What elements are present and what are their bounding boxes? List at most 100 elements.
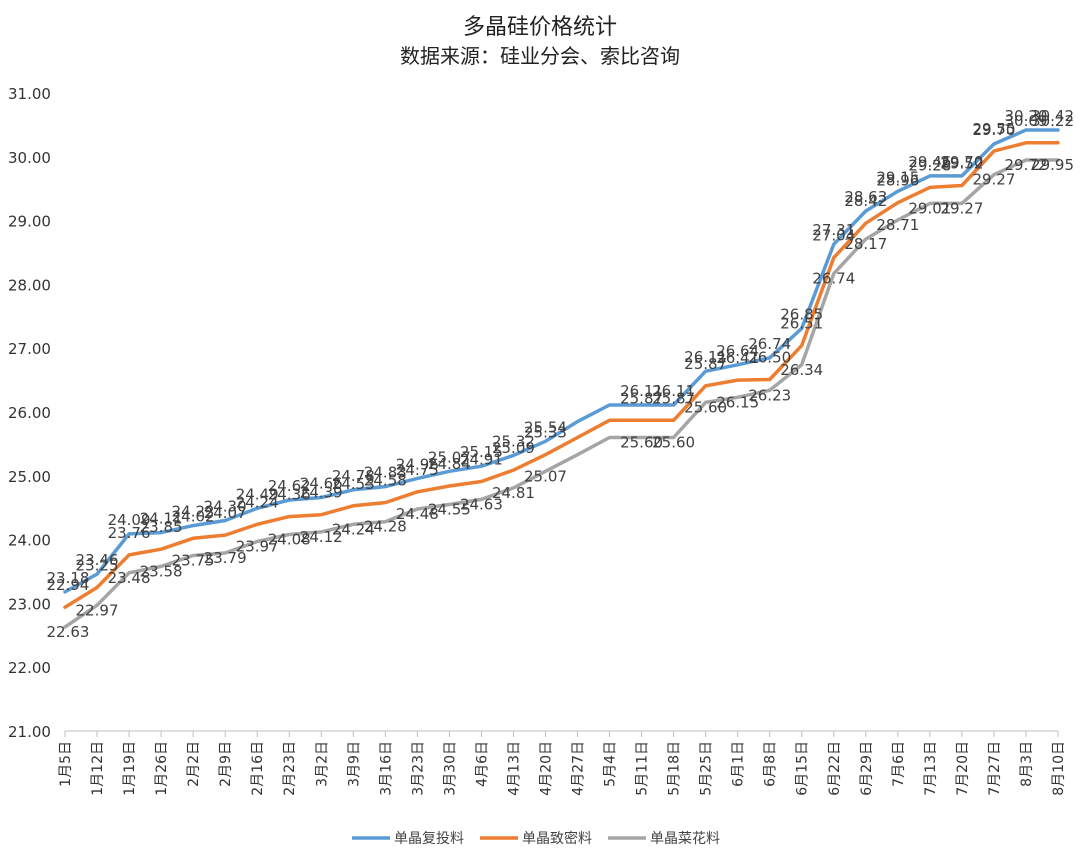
x-tick-label: 6月29日 [859, 741, 875, 796]
data-label: 30.22 [1031, 112, 1074, 130]
x-tick-label: 7月6日 [891, 741, 907, 787]
data-label: 24.22 [172, 503, 215, 521]
chart-title: 多晶硅价格统计 [463, 15, 617, 40]
x-tick-label: 6月22日 [827, 741, 843, 796]
x-tick-label: 6月8日 [763, 741, 779, 787]
data-label: 24.48 [396, 505, 439, 523]
legend-label-3: 单晶菜花料 [650, 831, 720, 847]
x-tick-label: 3月16日 [378, 741, 394, 796]
data-label: 24.55 [428, 501, 471, 519]
data-label: 29.46 [908, 153, 951, 171]
legend-label-1: 单晶复投料 [394, 830, 464, 847]
y-tick-label: 23.00 [8, 595, 51, 613]
data-label: 26.23 [748, 386, 791, 404]
x-tick-label: 7月27日 [987, 741, 1003, 796]
data-label: 25.87 [684, 355, 727, 373]
data-label: 24.66 [300, 474, 343, 492]
data-label: 24.84 [428, 455, 471, 473]
data-label: 26.15 [716, 393, 759, 411]
x-tick-label: 5月25日 [699, 741, 715, 796]
legend-label-2: 单晶致密料 [522, 830, 592, 847]
data-label: 24.96 [396, 455, 439, 473]
x-tick-label: 2月9日 [218, 741, 234, 787]
data-label: 24.02 [172, 507, 215, 525]
x-tick-label: 3月9日 [346, 741, 362, 787]
data-label: 29.95 [1031, 156, 1074, 174]
data-label: 29.72 [1004, 156, 1047, 174]
data-label: 26.11 [652, 382, 695, 400]
data-label: 28.42 [844, 192, 887, 210]
y-tick-label: 31.00 [8, 85, 51, 103]
data-label: 29.70 [972, 121, 1015, 139]
data-label: 26.50 [748, 348, 791, 366]
x-tick-label: 7月20日 [955, 741, 971, 796]
data-label: 26.11 [684, 348, 727, 366]
x-axis: 1月5日 1月12日 1月19日 1月26日 2月2日 2月9日 2月16日 2月23日 3月2… [58, 730, 1067, 796]
data-label: 24.62 [268, 477, 311, 495]
x-tick-label: 2月2日 [186, 741, 202, 787]
x-tick-label: 1月12日 [90, 741, 106, 796]
data-label: 23.79 [204, 549, 247, 567]
data-label: 25.07 [428, 448, 471, 466]
data-label: 23.76 [108, 524, 151, 542]
data-label: 23.97 [236, 538, 279, 556]
data-label: 25.60 [652, 434, 695, 452]
data-label: 26.74 [812, 270, 855, 288]
data-label: 24.09 [108, 511, 151, 529]
data-label: 22.97 [76, 601, 119, 619]
y-tick-label: 21.00 [8, 723, 51, 741]
data-label: 24.91 [460, 451, 503, 469]
y-tick-label: 30.00 [8, 149, 51, 167]
data-label: 30.42 [1031, 107, 1074, 125]
x-tick-label: 8月3日 [1019, 741, 1035, 787]
data-label: 29.27 [972, 171, 1015, 189]
data-label: 24.81 [492, 484, 535, 502]
data-label: 22.63 [47, 623, 90, 641]
data-label: 24.12 [300, 528, 343, 546]
data-label: 29.70 [940, 153, 983, 171]
data-label: 25.32 [492, 432, 535, 450]
x-tick-label: 7月13日 [923, 741, 939, 796]
x-tick-label: 8月10日 [1051, 741, 1067, 796]
x-tick-label: 6月15日 [795, 741, 811, 796]
data-label: 28.63 [844, 188, 887, 206]
data-label: 26.34 [780, 361, 823, 379]
data-label: 26.85 [780, 305, 823, 323]
data-label: 25.60 [684, 398, 727, 416]
x-tick-label: 3月2日 [314, 741, 330, 787]
series-line-1 [63, 128, 1060, 594]
data-label: 26.74 [748, 335, 791, 353]
data-label: 27.31 [812, 221, 855, 239]
data-label: 25.33 [524, 424, 567, 442]
data-label: 24.30 [204, 497, 247, 515]
data-label: 23.48 [108, 569, 151, 587]
data-label: 27.04 [812, 227, 855, 245]
data-label: 22.94 [47, 576, 90, 594]
y-tick-label: 26.00 [8, 404, 51, 422]
data-label: 25.07 [524, 467, 567, 485]
data-label: 24.28 [364, 518, 407, 536]
y-tick-label: 22.00 [8, 659, 51, 677]
data-label: 25.60 [620, 434, 663, 452]
data-label: 26.41 [716, 349, 759, 367]
data-label: 24.49 [236, 485, 279, 503]
data-label: 25.09 [492, 439, 535, 457]
x-tick-label: 5月11日 [635, 741, 651, 796]
series-lines [63, 128, 1060, 629]
data-label: 28.96 [876, 172, 919, 190]
data-label: 24.39 [300, 484, 343, 502]
data-label: 23.25 [76, 556, 119, 574]
x-tick-label: 1月5日 [58, 741, 74, 787]
data-label: 29.28 [908, 156, 951, 174]
data-label: 25.87 [652, 389, 695, 407]
data-label: 24.24 [332, 520, 375, 538]
data-label: 29.52 [940, 155, 983, 173]
x-tick-label: 5月4日 [603, 741, 619, 787]
y-tick-label: 25.00 [8, 468, 51, 486]
data-label: 25.54 [524, 418, 567, 436]
series-line-2 [63, 141, 1060, 609]
chart-subtitle: 数据来源：硅业分会、索比咨询 [400, 44, 680, 68]
data-label: 25.87 [620, 389, 663, 407]
